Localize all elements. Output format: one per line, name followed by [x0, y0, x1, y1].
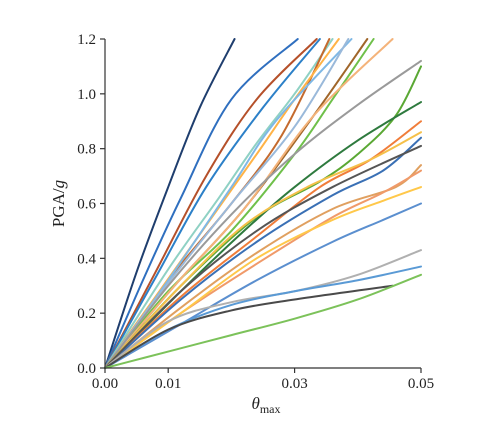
series-line-26: [104, 284, 394, 369]
series-line-2: [104, 38, 299, 369]
series-line-15: [104, 101, 422, 369]
series-line-4: [104, 38, 321, 369]
y-axis-label-italic: g: [49, 180, 68, 189]
y-axis-label: PGA/g: [49, 180, 68, 227]
x-tick-label: 0.01: [155, 376, 181, 392]
y-tick-label: 0.8: [77, 142, 96, 158]
series-line-13: [104, 59, 422, 369]
series-line-23: [104, 202, 422, 369]
y-tick-label: 0.6: [77, 197, 96, 213]
x-tick-label: 0.00: [92, 376, 118, 392]
x-tick-label: 0.03: [281, 376, 307, 392]
y-tick-label: 1.0: [77, 87, 96, 103]
series-line-5: [104, 38, 334, 369]
y-tick-label: 1.2: [77, 32, 96, 48]
series-line-18: [104, 136, 422, 369]
series-line-19: [104, 144, 422, 369]
y-axis-label-main: PGA/: [49, 188, 68, 227]
series-line-27: [104, 273, 422, 369]
series-line-17: [104, 131, 422, 369]
series-line-20: [104, 164, 422, 369]
series-line-11: [104, 38, 375, 369]
series-line-3: [104, 38, 318, 369]
ticks-layer: 0.0 0.2 0.4 0.6 0.8 1.0 1.2 0.00 0.01 0.03 0.05: [77, 32, 434, 392]
y-tick-label: 0.4: [77, 251, 96, 267]
series-line-12: [104, 38, 394, 369]
series-layer: [104, 38, 422, 369]
x-axis-label-main: θ: [251, 394, 259, 413]
y-tick-label: 0.0: [77, 361, 96, 377]
series-line-1: [104, 38, 236, 369]
y-tick-label: 0.2: [77, 306, 96, 322]
x-axis-label-sub: max: [260, 402, 281, 416]
x-axis-label: θmax: [251, 394, 280, 416]
x-tick-label: 0.05: [408, 376, 434, 392]
